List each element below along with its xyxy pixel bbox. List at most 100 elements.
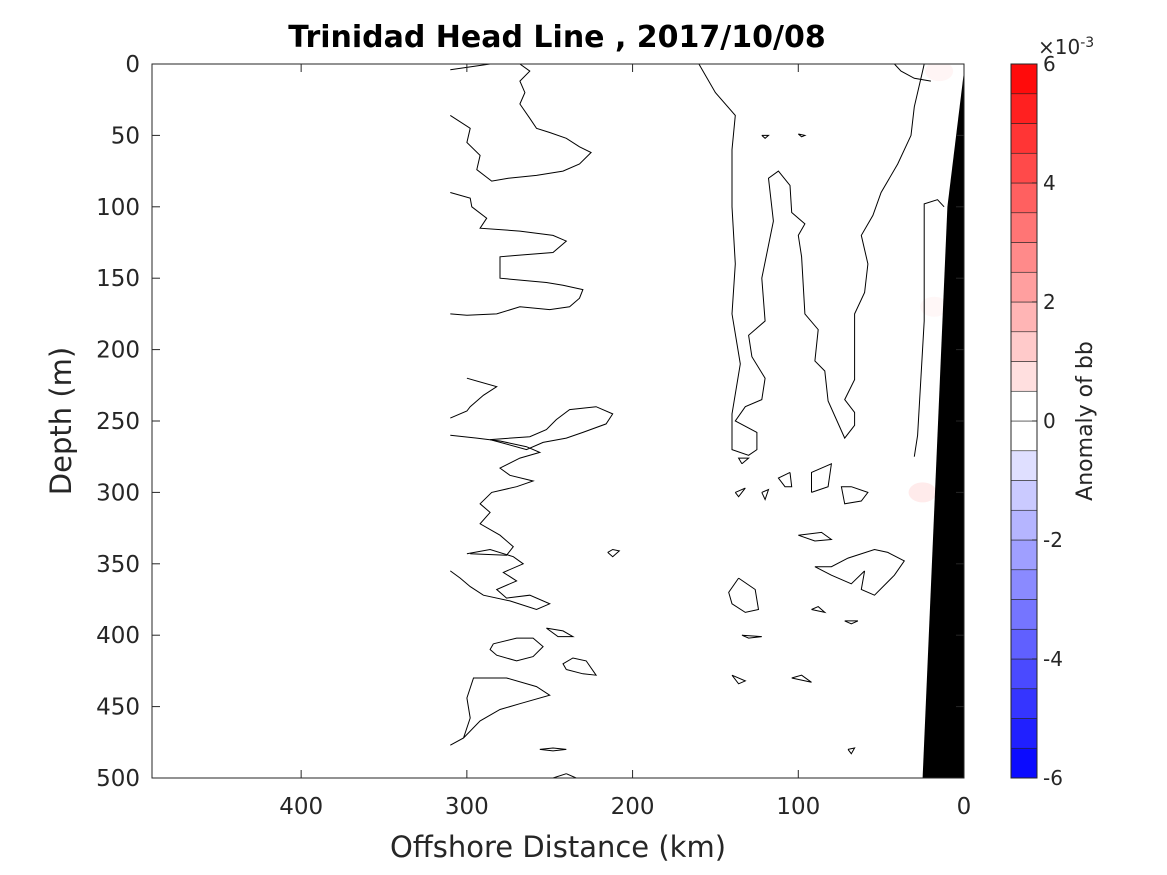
contour-line: [913, 199, 945, 457]
colorbar-segment: [1010, 390, 1038, 422]
colorbar-segment: [1010, 420, 1038, 452]
x-tick-label: 200: [611, 794, 655, 820]
contour-line: [737, 457, 750, 465]
contour-line: [607, 548, 621, 558]
y-axis: 0 50 100 150 200 250 300 350 400 450 500: [96, 52, 964, 792]
colorbar-segment: [1010, 658, 1038, 690]
colorbar-segment: [1010, 123, 1038, 154]
y-tick-label: 250: [96, 409, 140, 435]
colorbar-tick-label: 4: [1043, 171, 1056, 195]
colorbar-tick-label: -6: [1043, 766, 1063, 790]
y-axis-label: Depth (m): [44, 347, 78, 495]
y-tick-label: 150: [96, 266, 140, 292]
contour-line: [731, 674, 747, 685]
contour-line: [450, 434, 542, 556]
contour-line: [844, 620, 859, 625]
contour-line: [552, 773, 577, 778]
contour-line: [450, 677, 551, 746]
y-tick-label: 100: [96, 195, 140, 221]
seafloor-shape: [922, 71, 964, 778]
colorbar-segment: [1010, 450, 1038, 481]
y-tick-label: 500: [96, 766, 140, 792]
contour-line: [840, 486, 869, 505]
x-axis: 400 300 200 100 0: [279, 64, 971, 820]
anomaly-patch: [908, 482, 937, 503]
colorbar-segment: [1010, 242, 1038, 273]
contour-line: [698, 64, 925, 456]
colorbar-tick-label: -2: [1043, 528, 1063, 552]
colorbar-segment: [1010, 718, 1038, 749]
colorbar-segment: [1010, 747, 1038, 779]
anomaly-patch: [925, 64, 954, 82]
colorbar-segment: [1010, 271, 1038, 303]
contour-line: [814, 548, 906, 596]
y-tick-label: 450: [96, 695, 140, 721]
contour-line: [791, 674, 812, 683]
x-axis-label: Offshore Distance (km): [390, 830, 726, 864]
anomaly-patches: [908, 64, 954, 503]
colorbar-segment: [1010, 480, 1038, 511]
plot-background: [152, 64, 964, 778]
y-tick-label: 350: [96, 552, 140, 578]
chart-title: Trinidad Head Line , 2017/10/08: [288, 20, 825, 55]
contour-line: [489, 637, 544, 662]
y-tick-label: 400: [96, 623, 140, 649]
contour-line: [539, 747, 567, 752]
plot-area: 400 300 200 100 0 0 50 100 150 200 250 300 350 400 45…: [96, 52, 971, 820]
colorbar-tick-label: 6: [1043, 52, 1056, 76]
colorbar-tick-label: 2: [1043, 290, 1056, 314]
colorbar-tick-label: 0: [1043, 409, 1056, 433]
contour-line: [450, 64, 491, 71]
contour-line: [450, 377, 498, 419]
bathymetry: [922, 71, 964, 778]
colorbar-segment: [1010, 688, 1038, 719]
y-tick-label: 300: [96, 480, 140, 506]
y-tick-label: 200: [96, 338, 140, 364]
contour-line: [761, 134, 770, 139]
colorbar-segment: [1010, 509, 1038, 541]
contour-line: [798, 531, 833, 542]
contour-line: [489, 406, 614, 451]
contour-line: [761, 488, 770, 501]
x-tick-label: 400: [279, 794, 323, 820]
contour-line: [881, 64, 931, 82]
colorbar: 6 4 2 0 -2 -4 -6 ×10-3 Anomaly of bb: [1010, 35, 1098, 790]
x-tick-label: 0: [957, 794, 972, 820]
x-tick-label: 300: [445, 794, 489, 820]
colorbar-segment: [1010, 152, 1038, 184]
x-tick-label: 100: [776, 794, 820, 820]
colorbar-segment: [1010, 212, 1038, 243]
contour-line: [777, 471, 793, 488]
colorbar-label: Anomaly of bb: [1073, 341, 1098, 501]
contour-lines: [450, 64, 945, 778]
contour-line: [811, 462, 833, 493]
contour-line: [847, 747, 856, 755]
colorbar-exponent: ×10-3: [1038, 35, 1094, 59]
contour-line: [562, 657, 598, 676]
contour-line: [811, 606, 827, 614]
colorbar-segment: [1010, 539, 1038, 571]
colorbar-segment: [1010, 63, 1038, 95]
contour-line: [741, 634, 762, 639]
colorbar-segment: [1010, 361, 1038, 392]
colorbar-segment: [1010, 93, 1038, 124]
contour-line: [797, 133, 807, 138]
y-tick-label: 0: [125, 52, 140, 78]
colorbar-segment: [1010, 182, 1038, 214]
colorbar-ticks: 6 4 2 0 -2 -4 -6: [1032, 52, 1063, 790]
colorbar-segment: [1010, 569, 1038, 600]
contour-line: [450, 548, 551, 611]
colorbar-segment: [1010, 599, 1038, 630]
anomaly-patch: [920, 296, 949, 317]
colorbar-segment: [1010, 331, 1038, 362]
contour-line: [450, 192, 584, 316]
contour-line: [450, 64, 592, 182]
y-tick-label: 50: [111, 123, 140, 149]
colorbar-tick-label: -4: [1043, 647, 1063, 671]
colorbar-segment: [1010, 301, 1038, 333]
contour-line: [728, 577, 760, 613]
contour-line: [546, 627, 575, 638]
contour-line: [734, 487, 746, 498]
colorbar-segment: [1010, 628, 1038, 660]
